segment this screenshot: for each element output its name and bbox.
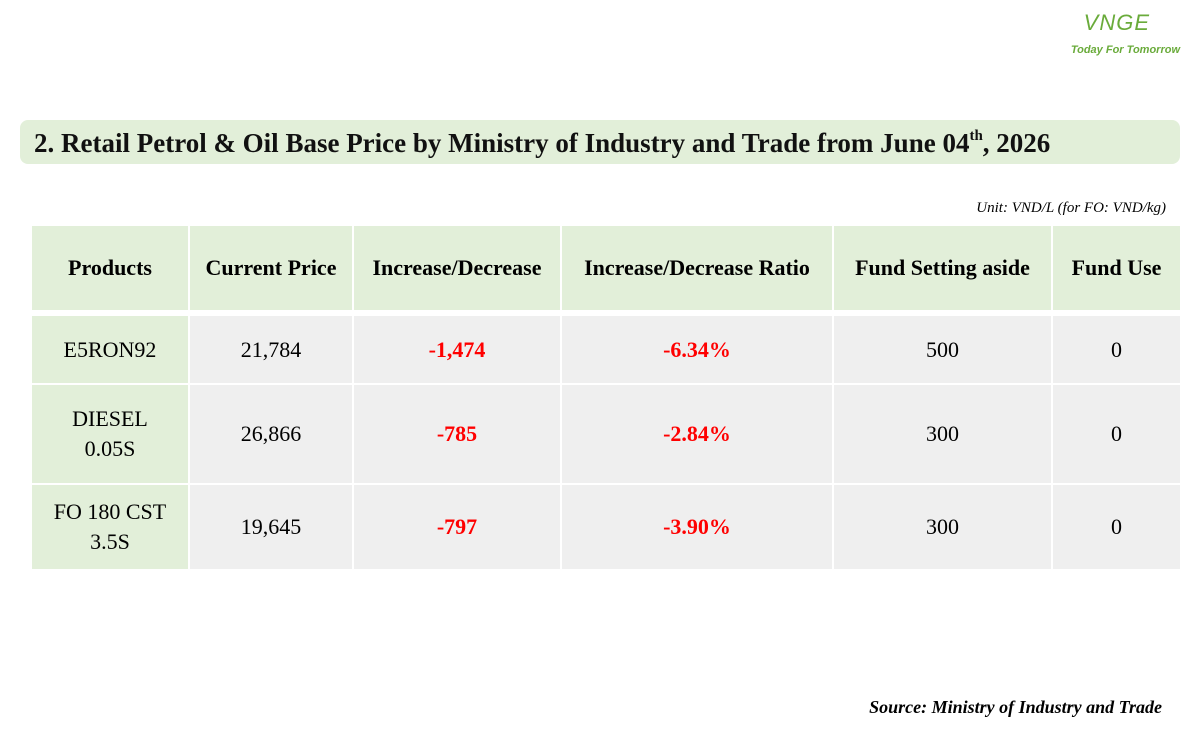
- header-cell: Current Price: [190, 226, 352, 310]
- cell-text: -797: [436, 514, 478, 539]
- table-row: FO 180 CST 3.5S 19,645 -797 -3.90% 300 0: [32, 485, 1180, 569]
- cell-text: -785: [436, 421, 478, 446]
- cell-text: -1,474: [428, 336, 486, 362]
- table-cell: E5RON92: [32, 312, 188, 383]
- unit-note: Unit: VND/L (for FO: VND/kg): [976, 200, 1166, 216]
- cell-text: 0: [1111, 421, 1122, 446]
- title-main: 2. Retail Petrol & Oil Base Price by Min…: [34, 128, 970, 158]
- cell-text: -2.84%: [663, 421, 731, 446]
- title: 2. Retail Petrol & Oil Base Price by Min…: [20, 120, 1180, 164]
- table-cell: 300: [834, 485, 1051, 569]
- table-cell: 21,784: [190, 312, 352, 383]
- header-cell: Fund Use: [1053, 226, 1180, 310]
- logo: VNGE Today For Tomorrow: [1071, 10, 1180, 56]
- header-cell: Fund Setting aside: [834, 226, 1051, 310]
- cell-text: 0: [1111, 336, 1122, 362]
- cell-text: 21,784: [240, 336, 302, 362]
- cell-text: FO 180 CST 3.5S: [53, 499, 167, 554]
- logo-brand: VNGE: [1083, 10, 1150, 35]
- table-cell: 300: [834, 385, 1051, 483]
- table-cell: FO 180 CST 3.5S: [32, 485, 188, 569]
- header-cell: Increase/Decrease: [354, 226, 560, 310]
- table-cell: 0: [1053, 312, 1180, 383]
- header-cell: Increase/Decrease Ratio: [562, 226, 832, 310]
- table-cell: 0: [1053, 485, 1180, 569]
- title-sup: th: [969, 128, 983, 144]
- cell-text: 300: [926, 421, 959, 446]
- header-cell: Products: [32, 226, 188, 310]
- cell-text: 500: [926, 336, 959, 362]
- table-body: E5RON92 21,784 -1,474 -6.34% 500 0 DIESEL 0.05…: [32, 312, 1180, 569]
- title-tail: , 2026: [982, 128, 1051, 158]
- header-row: Products Current Price Increase/Decrease In…: [32, 226, 1180, 310]
- cell-text: 300: [926, 514, 959, 539]
- table-cell: -6.34%: [562, 312, 832, 383]
- table-cell: 500: [834, 312, 1051, 383]
- logo-tagline: Today For Tomorrow: [1070, 44, 1180, 56]
- cell-text: DIESEL 0.05S: [72, 406, 148, 461]
- table-cell: 0: [1053, 385, 1180, 483]
- table-cell: -785: [354, 385, 560, 483]
- cell-text: 26,866: [240, 421, 302, 446]
- table-cell: 26,866: [190, 385, 352, 483]
- table-cell: -797: [354, 485, 560, 569]
- cell-text: 0: [1111, 514, 1122, 539]
- table-cell: 19,645: [190, 485, 352, 569]
- cell-text: 19,645: [240, 514, 302, 539]
- source: Source: Ministry of Industry and Trade: [869, 697, 1162, 717]
- table-cell: -2.84%: [562, 385, 832, 483]
- cell-text: -3.90%: [663, 514, 731, 539]
- table-row: E5RON92 21,784 -1,474 -6.34% 500 0: [32, 312, 1180, 383]
- table-cell: -3.90%: [562, 485, 832, 569]
- table-cell: -1,474: [354, 312, 560, 383]
- table-cell: DIESEL 0.05S: [32, 385, 188, 483]
- price-table: Products Current Price Increase/Decrease In…: [30, 224, 1182, 571]
- cell-text: -6.34%: [663, 336, 731, 362]
- cell-text: E5RON92: [63, 336, 157, 362]
- table-row: DIESEL 0.05S 26,866 -785 -2.84% 300 0: [32, 385, 1180, 483]
